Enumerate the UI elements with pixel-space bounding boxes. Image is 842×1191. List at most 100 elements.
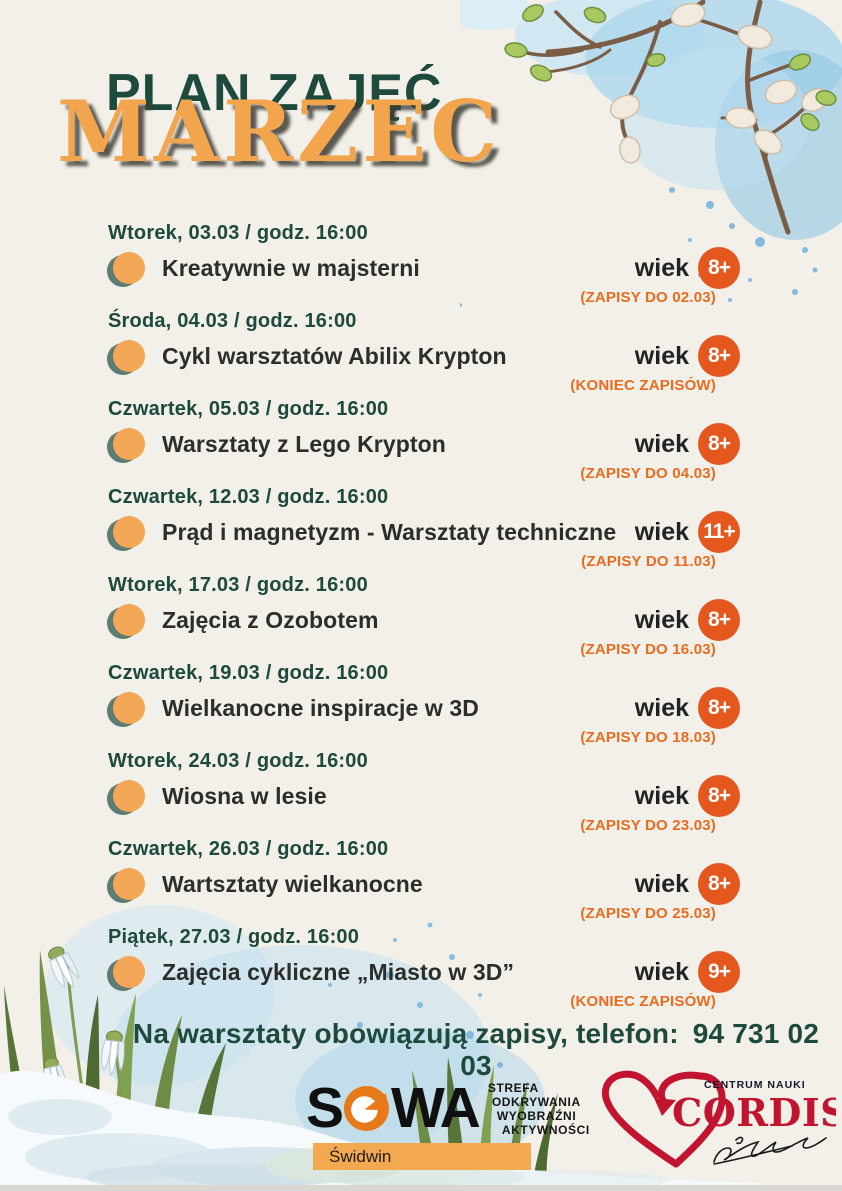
cordis-logo: CENTRUM NAUKI CORDIS [596, 1068, 836, 1178]
registration-deadline: (ZAPISY DO 25.03) [580, 905, 716, 922]
event-item: Piątek, 27.03 / godz. 16:00 Zajęcia cykl… [108, 926, 740, 1010]
age-block: wiek 8+ [635, 247, 740, 289]
bottom-edge-strip [0, 1185, 842, 1191]
age-block: wiek 9+ [635, 951, 740, 993]
registration-deadline: (KONIEC ZAPISÓW) [570, 993, 716, 1010]
age-label: wiek [634, 341, 689, 370]
age-block: wiek 8+ [635, 687, 740, 729]
age-block: wiek 8+ [635, 863, 740, 905]
event-row: Zajęcia z Ozobotem wiek 8+ [108, 599, 740, 641]
age-badge: 8+ [698, 247, 740, 289]
age-label: wiek [634, 693, 689, 722]
event-date: Czwartek, 05.03 / godz. 16:00 [108, 398, 389, 420]
event-date: Piątek, 27.03 / godz. 16:00 [108, 926, 360, 948]
bullet-icon [113, 780, 145, 812]
event-title: Cykl warsztatów Abilix Krypton [162, 342, 507, 369]
age-badge: 8+ [698, 775, 740, 817]
event-item: Środa, 04.03 / godz. 16:00 Cykl warsztat… [108, 310, 740, 394]
registration-deadline: (ZAPISY DO 04.03) [580, 465, 716, 482]
sowa-owl-eye-icon [344, 1086, 390, 1131]
sowa-city-bar: Świdwin [313, 1143, 531, 1170]
sowa-tagline-line: AKTYWNOŚCI [501, 1122, 590, 1137]
age-block: wiek 8+ [635, 599, 740, 641]
bullet-icon [113, 868, 145, 900]
event-row: Wielkanocne inspiracje w 3D wiek 8+ [108, 687, 740, 729]
sowa-logo: S WA STREFA ODKRYWANIA WYOBRAŹNI AKTYWNO… [306, 1080, 590, 1170]
age-badge: 9+ [698, 951, 740, 993]
cordis-arrow-head-icon [654, 1098, 676, 1116]
age-label: wiek [634, 781, 689, 810]
registration-deadline: (KONIEC ZAPISÓW) [570, 377, 716, 394]
bullet-icon [113, 604, 145, 636]
event-item: Wtorek, 24.03 / godz. 16:00 Wiosna w les… [108, 750, 740, 834]
age-badge: 8+ [698, 687, 740, 729]
event-item: Czwartek, 05.03 / godz. 16:00 Warsztaty … [108, 398, 740, 482]
event-date: Środa, 04.03 / godz. 16:00 [108, 310, 357, 332]
event-date: Wtorek, 17.03 / godz. 16:00 [108, 574, 368, 596]
cordis-name: CORDIS [672, 1090, 836, 1135]
age-label: wiek [634, 869, 689, 898]
registration-deadline: (ZAPISY DO 16.03) [580, 641, 716, 658]
age-block: wiek 8+ [635, 423, 740, 465]
bullet-icon [113, 340, 145, 372]
age-label: wiek [634, 429, 689, 458]
age-badge: 11+ [698, 511, 740, 553]
age-block: wiek 11+ [635, 511, 740, 553]
age-badge: 8+ [698, 599, 740, 641]
event-date: Wtorek, 24.03 / godz. 16:00 [108, 750, 368, 772]
age-block: wiek 8+ [635, 335, 740, 377]
event-row: Wartsztaty wielkanocne wiek 8+ [108, 863, 740, 905]
sowa-tagline: STREFA ODKRYWANIA WYOBRAŹNI AKTYWNOŚCI [488, 1081, 590, 1137]
sowa-logo-letter-s: S [306, 1076, 344, 1140]
sowa-tagline-line: ODKRYWANIA [491, 1094, 581, 1109]
event-title: Wartsztaty wielkanocne [162, 870, 423, 897]
age-block: wiek 8+ [635, 775, 740, 817]
sowa-tagline-line: STREFA [487, 1080, 539, 1095]
event-title: Wiosna w lesie [162, 782, 327, 809]
registration-deadline: (ZAPISY DO 23.03) [580, 817, 716, 834]
age-label: wiek [634, 253, 689, 282]
registration-note-text: Na warsztaty obowiązują zapisy, telefon: [132, 1018, 679, 1049]
page-title: PLAN ZAJĘĆ [106, 63, 443, 122]
event-date: Czwartek, 12.03 / godz. 16:00 [108, 486, 389, 508]
age-label: wiek [634, 517, 689, 546]
registration-note: Na warsztaty obowiązują zapisy, telefon:… [125, 1018, 827, 1082]
registration-deadline: (ZAPISY DO 18.03) [580, 729, 716, 746]
registration-deadline: (ZAPISY DO 11.03) [581, 553, 716, 570]
age-badge: 8+ [698, 863, 740, 905]
founder-signature-icon [713, 1136, 827, 1165]
event-item: Czwartek, 12.03 / godz. 16:00 Prąd i mag… [108, 486, 740, 570]
event-row: Cykl warsztatów Abilix Krypton wiek 8+ [108, 335, 740, 377]
bullet-icon [113, 252, 145, 284]
registration-deadline: (ZAPISY DO 02.03) [580, 289, 716, 306]
event-title: Wielkanocne inspiracje w 3D [162, 694, 479, 721]
event-title: Zajęcia z Ozobotem [162, 606, 379, 633]
age-badge: 8+ [698, 335, 740, 377]
bullet-icon [113, 956, 145, 988]
event-date: Czwartek, 26.03 / godz. 16:00 [108, 838, 389, 860]
event-date: Wtorek, 03.03 / godz. 16:00 [108, 222, 368, 244]
events-list: Wtorek, 03.03 / godz. 16:00 Kreatywnie w… [108, 222, 740, 1014]
age-badge: 8+ [698, 423, 740, 465]
sowa-logo-letters-wa: WA [391, 1076, 481, 1140]
event-item: Czwartek, 19.03 / godz. 16:00 Wielkanocn… [108, 662, 740, 746]
sowa-logo-row: S WA STREFA ODKRYWANIA WYOBRAŹNI AKTYWNO… [306, 1080, 590, 1137]
event-title: Kreatywnie w majsterni [162, 254, 420, 281]
bullet-icon [113, 428, 145, 460]
sowa-tagline-line: WYOBRAŹNI [496, 1108, 577, 1123]
event-row: Warsztaty z Lego Krypton wiek 8+ [108, 423, 740, 465]
event-title: Zajęcia cykliczne „Miasto w 3D” [162, 958, 515, 985]
bullet-icon [113, 516, 145, 548]
month-title: MARZEC [57, 82, 502, 181]
bullet-icon [113, 692, 145, 724]
phone-number: 94 731 02 03 [460, 1018, 820, 1081]
event-item: Czwartek, 26.03 / godz. 16:00 Wartsztaty… [108, 838, 740, 922]
event-title: Warsztaty z Lego Krypton [162, 430, 446, 457]
event-item: Wtorek, 17.03 / godz. 16:00 Zajęcia z Oz… [108, 574, 740, 658]
event-date: Czwartek, 19.03 / godz. 16:00 [108, 662, 389, 684]
event-item: Wtorek, 03.03 / godz. 16:00 Kreatywnie w… [108, 222, 740, 306]
event-title: Prąd i magnetyzm - Warsztaty techniczne [162, 518, 617, 545]
cordis-small-label: CENTRUM NAUKI [704, 1079, 806, 1091]
event-row: Zajęcia cykliczne „Miasto w 3D” wiek 9+ [108, 951, 740, 993]
